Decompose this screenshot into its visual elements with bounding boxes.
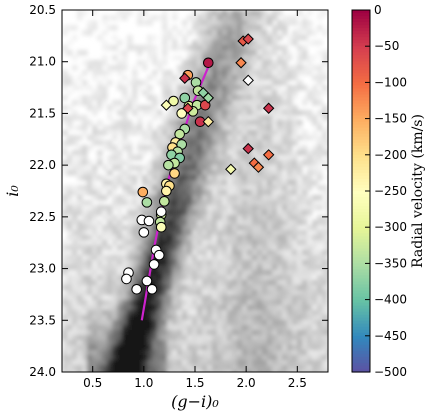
y-tick-label: 22.5 xyxy=(29,210,56,224)
x-tick-label: 2.5 xyxy=(288,376,307,390)
data-point-diamond xyxy=(252,161,265,173)
data-point-open-circle xyxy=(153,249,165,261)
data-point-diamond xyxy=(202,92,215,104)
colorbar-tick-label: −350 xyxy=(374,256,407,270)
y-axis-title: i₀ xyxy=(3,185,22,197)
data-point-circle xyxy=(169,168,180,179)
data-point-diamond xyxy=(182,102,194,114)
x-tick-label: 0.5 xyxy=(83,376,102,390)
colorbar-tick-label: −300 xyxy=(374,220,407,234)
colorbar-title: Radial velocity (km/s) xyxy=(410,114,426,268)
y-axis: 20.5 21.0 21.5 22.0 22.5 23.0 23.5 24.0 xyxy=(29,3,328,379)
colorbar-tick-label: −250 xyxy=(374,184,407,198)
y-tick-label: 24.0 xyxy=(29,365,56,379)
points-layer xyxy=(121,33,275,295)
plot-area: 0.5 1.0 1.5 2.0 2.5 20.5 21.0 21.5 22.0 22.5 23.0… xyxy=(29,3,329,390)
data-point-circle xyxy=(159,196,170,207)
x-axis: 0.5 1.0 1.5 2.0 2.5 xyxy=(83,10,307,390)
data-point-circle xyxy=(155,221,167,233)
y-tick-label: 21.0 xyxy=(29,55,56,69)
data-point-open-circle xyxy=(131,283,142,295)
x-axis-title: (g−i)₀ xyxy=(171,392,219,411)
data-point-circle xyxy=(168,95,179,107)
data-point-circle xyxy=(179,92,191,104)
y-tick-label: 23.0 xyxy=(29,262,56,276)
y-tick-label: 20.5 xyxy=(29,3,56,17)
colorbar-tick-label: −100 xyxy=(374,75,407,89)
density-background xyxy=(62,10,328,372)
colorbar-tick-label: −150 xyxy=(374,112,407,126)
data-point-diamond xyxy=(160,99,173,111)
data-point-open-circle xyxy=(141,275,153,287)
data-point-diamond xyxy=(202,115,215,128)
colorbar-tick-label: −450 xyxy=(374,329,407,343)
data-point-open-circle xyxy=(148,259,160,270)
y-tick-label: 21.5 xyxy=(29,106,56,120)
data-point-diamond xyxy=(242,74,254,87)
data-point-circle xyxy=(203,57,214,69)
colorbar: 0 −50 −100 −150 −200 −250 −300 −350 −400 −450 −500… xyxy=(351,3,426,379)
y-tick-label: 22.0 xyxy=(29,158,56,172)
x-tick-label: 2.0 xyxy=(237,376,256,390)
data-point-circle xyxy=(141,197,153,208)
data-point-circle xyxy=(161,185,172,197)
colorbar-tick-label: 0 xyxy=(374,3,382,17)
colorbar-gradient xyxy=(352,10,370,373)
x-tick-label: 1.5 xyxy=(185,376,204,390)
data-point-circle xyxy=(174,128,185,140)
data-point-diamond xyxy=(225,163,237,175)
data-point-open-circle xyxy=(155,206,167,217)
data-point-open-circle xyxy=(138,227,150,238)
data-point-circle xyxy=(137,186,149,198)
data-point-circle xyxy=(163,159,174,171)
colorbar-tick-label: −400 xyxy=(374,293,407,307)
data-point-open-circle xyxy=(143,215,155,227)
data-point-open-circle xyxy=(121,273,132,285)
colorbar-ticks: 0 −50 −100 −150 −200 −250 −300 −350 −400 −450 −500 xyxy=(365,3,407,379)
data-point-diamond xyxy=(242,142,254,155)
data-point-open-circle xyxy=(146,283,158,295)
data-point-diamond xyxy=(235,57,247,69)
data-point-diamond xyxy=(262,149,275,161)
colorbar-tick-label: −50 xyxy=(374,39,399,53)
colorbar-tick-label: −500 xyxy=(374,365,407,379)
x-tick-label: 1.0 xyxy=(134,376,153,390)
y-tick-label: 23.5 xyxy=(29,313,56,327)
data-point-circle xyxy=(176,108,187,119)
colorbar-tick-label: −200 xyxy=(374,148,407,162)
data-point-diamond xyxy=(262,102,275,114)
data-point-diamond xyxy=(242,33,254,45)
data-point-diamond xyxy=(179,72,191,84)
